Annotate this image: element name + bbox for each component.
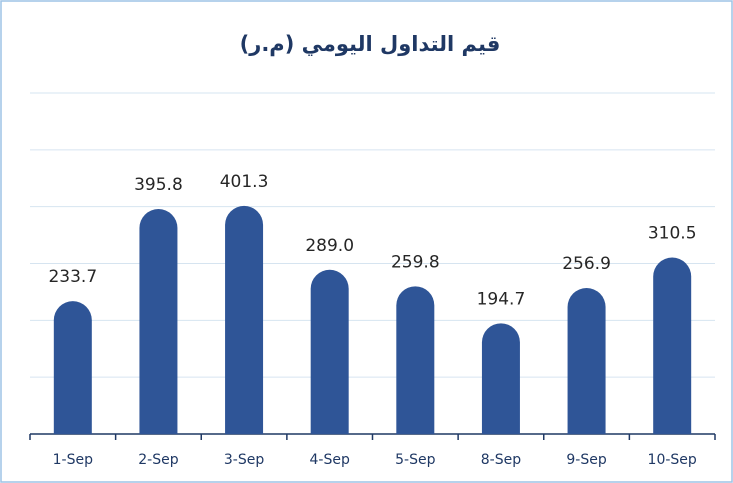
data-label: 395.8: [134, 175, 183, 195]
x-tick-label: 9-Sep: [566, 452, 606, 468]
data-label: 401.3: [220, 172, 269, 192]
x-tick-label: 1-Sep: [53, 452, 93, 468]
x-tick-label: 8-Sep: [481, 452, 521, 468]
chart-title: قيم التداول اليومي (م.ر): [240, 32, 501, 56]
bar: [310, 269, 349, 434]
data-label: 256.9: [562, 254, 611, 274]
x-tick-label: 4-Sep: [310, 452, 350, 468]
bar: [139, 209, 178, 434]
x-tick-label: 5-Sep: [395, 452, 435, 468]
bar: [53, 301, 92, 434]
data-label: 233.7: [48, 267, 97, 287]
data-label: 310.5: [648, 224, 697, 244]
bar: [567, 287, 606, 434]
bar: [225, 205, 264, 434]
x-tick-label: 3-Sep: [224, 452, 264, 468]
data-label: 194.7: [477, 289, 526, 309]
bar: [396, 286, 435, 434]
data-label: 289.0: [305, 236, 354, 256]
data-label: 259.8: [391, 252, 440, 272]
x-tick-label: 2-Sep: [138, 452, 178, 468]
bar: [481, 323, 520, 434]
bar: [653, 257, 692, 434]
x-tick-label: 10-Sep: [648, 452, 697, 468]
